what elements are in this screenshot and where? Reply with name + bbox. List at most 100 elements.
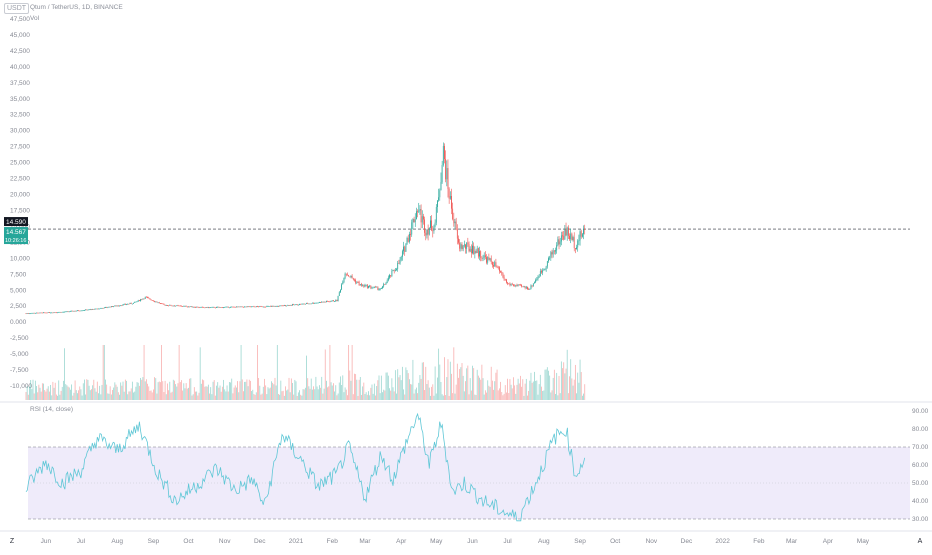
volume-bar: [196, 391, 198, 400]
candle-body: [39, 312, 41, 314]
candle-body: [470, 248, 472, 254]
volume-bar: [268, 388, 270, 400]
price-axis-label: 5,000: [10, 287, 27, 294]
candle-body: [337, 295, 339, 301]
volume-bar: [414, 389, 416, 400]
volume-bar: [246, 379, 248, 400]
volume-bar: [525, 378, 527, 400]
candle-body: [426, 229, 428, 236]
volume-bar: [449, 361, 451, 400]
candle-body: [396, 269, 397, 271]
volume-bar: [327, 387, 328, 400]
symbol-badge[interactable]: USDT: [4, 3, 30, 14]
candle-body: [253, 306, 255, 308]
volume-bar: [405, 367, 407, 400]
volume-bar: [41, 383, 43, 400]
volume-bar: [463, 391, 465, 400]
candle-body: [174, 305, 175, 307]
candle-body: [217, 306, 219, 308]
volume-bar: [400, 380, 402, 400]
candle-body: [369, 285, 371, 287]
volume-bar: [189, 378, 191, 400]
candle-body: [262, 306, 264, 308]
candle-body: [408, 233, 410, 242]
volume-bar: [517, 378, 519, 400]
volume-bar: [115, 384, 117, 400]
candle-body: [490, 258, 492, 263]
price-axis-label: -5,000: [10, 351, 29, 358]
candle-body: [361, 284, 362, 286]
volume-bar: [81, 395, 83, 400]
volume-bar: [204, 386, 206, 400]
candle-body: [510, 284, 512, 286]
candle-body: [273, 305, 275, 307]
volume-bar: [410, 384, 411, 400]
volume-bar: [73, 392, 75, 400]
candle-body: [451, 195, 452, 209]
volume-bar: [108, 393, 110, 400]
volume-bar: [448, 395, 450, 400]
volume-bar: [170, 392, 172, 400]
volume-bar: [183, 383, 185, 400]
volume-bar: [495, 372, 497, 400]
price-axis-label: 22,500: [10, 176, 30, 183]
volume-bar: [407, 373, 409, 400]
volume-bar: [357, 395, 359, 400]
candle-body: [266, 306, 268, 307]
candle-body: [230, 306, 231, 308]
candle-body: [518, 284, 520, 286]
volume-bar: [38, 384, 40, 400]
volume-bar: [182, 390, 184, 400]
volume-bar: [318, 385, 320, 400]
volume-bar: [423, 362, 424, 400]
candle-body: [183, 305, 185, 307]
volume-bar: [130, 388, 132, 400]
candle-body: [530, 285, 532, 289]
time-axis-label: Oct: [183, 538, 193, 545]
volume-bar: [121, 385, 123, 400]
candle-body: [237, 306, 238, 308]
candle-body: [247, 306, 249, 308]
volume-bar: [503, 393, 505, 400]
candle-body: [583, 229, 584, 235]
volume-bar: [259, 385, 261, 400]
price-axis-label: 42,500: [10, 48, 30, 55]
candle-body: [31, 313, 33, 314]
candle-body: [156, 301, 158, 303]
volume-bar: [552, 377, 554, 400]
candle-body: [220, 307, 222, 308]
candle-body: [25, 313, 27, 315]
volume-bar: [578, 382, 580, 400]
volume-bar: [74, 380, 76, 400]
volume-bar: [470, 390, 472, 400]
candle-body: [116, 305, 118, 307]
candle-body: [318, 302, 320, 303]
candle-body: [320, 302, 321, 303]
candle-body: [261, 306, 263, 308]
volume-bar: [117, 392, 119, 400]
price-axis-label: 15,000: [10, 223, 30, 230]
volume-bar: [477, 375, 479, 400]
time-axis-label: Sep: [574, 538, 586, 545]
candle-body: [511, 284, 513, 286]
candle-body: [507, 282, 508, 284]
volume-bar: [85, 394, 87, 400]
candle-body: [46, 312, 48, 314]
candle-body: [378, 289, 380, 290]
candle-body: [477, 248, 479, 257]
volume-bar: [396, 393, 397, 400]
candle-body: [487, 257, 489, 263]
candle-body: [106, 307, 108, 308]
volume-bar: [458, 377, 459, 400]
volume-bar: [548, 370, 549, 400]
candle-body: [524, 286, 526, 289]
candle-body: [438, 197, 440, 201]
volume-bar: [244, 381, 245, 400]
candle-body: [37, 312, 39, 314]
volume-bar: [487, 380, 489, 400]
volume-bar: [461, 363, 463, 400]
candle-body: [252, 306, 254, 308]
volume-bar: [366, 394, 368, 400]
